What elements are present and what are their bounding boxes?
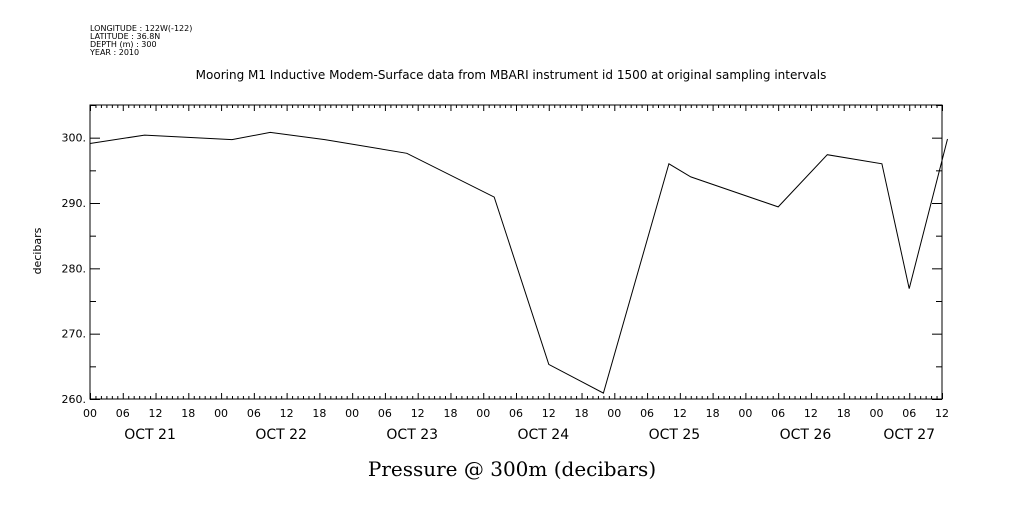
- x-tick-label: 00: [345, 407, 359, 420]
- x-axis-title: Pressure @ 300m (decibars): [368, 457, 656, 481]
- x-tick-label: 12: [935, 407, 949, 420]
- y-tick-label: 300.: [62, 132, 87, 145]
- x-day-label: OCT 26: [780, 427, 832, 443]
- y-tick-label: 280.: [62, 262, 87, 275]
- x-tick-label: 18: [706, 407, 720, 420]
- metadata-line: LATITUDE : 36.8N: [90, 32, 160, 41]
- x-tick-label: 12: [280, 407, 294, 420]
- x-tick-label: 00: [83, 407, 97, 420]
- y-tick-label: 270.: [62, 328, 87, 341]
- metadata-block: LONGITUDE : 122W(-122)LATITUDE : 36.8NDE…: [89, 24, 192, 57]
- metadata-line: DEPTH (m) : 300: [90, 40, 157, 49]
- x-tick-label: 00: [476, 407, 490, 420]
- x-tick-label: 18: [312, 407, 326, 420]
- data-series: [89, 131, 948, 394]
- x-tick-label: 06: [640, 407, 654, 420]
- x-tick-label: 12: [542, 407, 556, 420]
- metadata-line: LONGITUDE : 122W(-122): [90, 24, 192, 33]
- x-tick-label: 12: [673, 407, 687, 420]
- x-tick-label: 00: [607, 407, 621, 420]
- plot-axes: 00 06 12 18 00 06 12 18 00 06 12 18 00 06 12 18 00 06 12 18…: [62, 104, 949, 443]
- x-tick-label: 00: [738, 407, 752, 420]
- plot-frame: [89, 104, 943, 400]
- x-tick-label: 18: [837, 407, 851, 420]
- x-day-label: OCT 24: [517, 427, 569, 443]
- x-tick-label: 06: [509, 407, 523, 420]
- x-day-label: OCT 25: [649, 427, 701, 443]
- x-tick-label: 06: [378, 407, 392, 420]
- x-day-label: OCT 21: [124, 427, 176, 443]
- x-day-label: OCT 22: [255, 427, 307, 443]
- x-tick-label: 12: [804, 407, 818, 420]
- x-tick-label: 12: [411, 407, 425, 420]
- x-tick-label: 06: [902, 407, 916, 420]
- metadata-line: YEAR : 2010: [89, 48, 139, 57]
- x-tick-label: 18: [181, 407, 195, 420]
- x-tick-label: 00: [869, 407, 883, 420]
- y-tick-label: 290.: [62, 197, 87, 210]
- y-axis-title: decibars: [31, 227, 44, 274]
- x-tick-label: 06: [116, 407, 130, 420]
- x-tick-label: 00: [214, 407, 228, 420]
- x-tick-label: 18: [575, 407, 589, 420]
- x-day-label: OCT 27: [883, 427, 935, 443]
- x-tick-label: 06: [771, 407, 785, 420]
- x-tick-label: 06: [247, 407, 261, 420]
- y-tick-label: 260.: [62, 393, 87, 406]
- x-day-label: OCT 23: [386, 427, 438, 443]
- x-tick-label: 12: [149, 407, 163, 420]
- chart-title: Mooring M1 Inductive Modem-Surface data …: [196, 68, 827, 82]
- pressure-series-line: [89, 131, 948, 394]
- x-tick-label: 18: [443, 407, 457, 420]
